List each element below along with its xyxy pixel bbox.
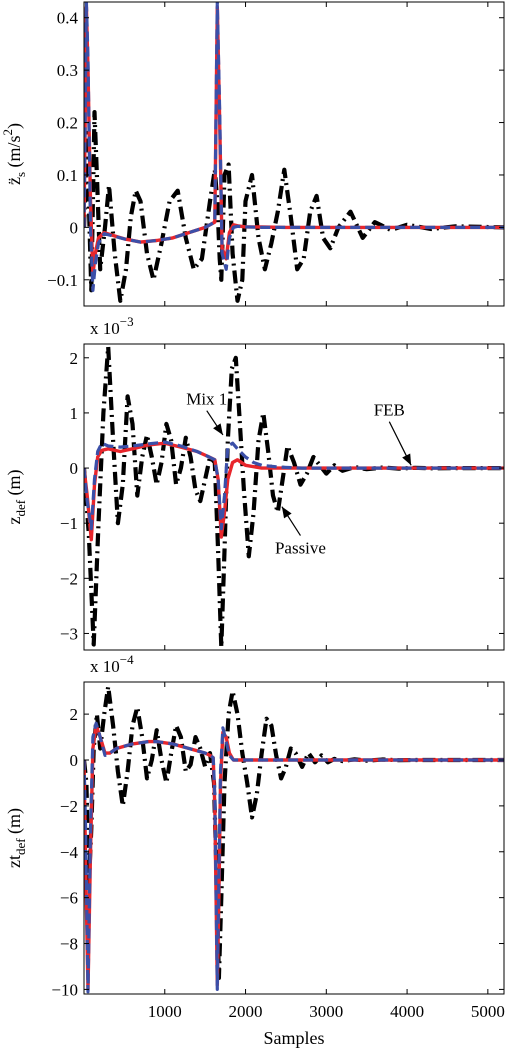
y-tick-label: 2 <box>70 705 79 724</box>
y-tick-label: 0.3 <box>57 61 78 80</box>
plot-frame <box>83 681 505 995</box>
exponent-power: −4 <box>120 652 134 667</box>
series-line-mix-dashed <box>84 721 504 994</box>
y-axis-label-main: z <box>4 517 24 525</box>
series-line-mix-dashed <box>84 2 504 292</box>
y-axis-label-close: ) <box>4 123 25 129</box>
x-tick-label: 2000 <box>229 1002 263 1021</box>
y-axis-label-unit: (m/s <box>4 135 25 172</box>
y-axis-label-subscript: def <box>13 499 28 516</box>
y-axis-label: z̈s (m/s2) <box>0 123 28 185</box>
y-tick-label: −2 <box>60 569 78 588</box>
y-axis-label-unit: (m) <box>4 469 25 500</box>
y-tick-label: −2 <box>60 797 78 816</box>
x-tick-label: 5000 <box>471 1002 505 1021</box>
y-tick-label: 0.1 <box>57 166 78 185</box>
annotation-label: Mix 1 <box>186 390 227 409</box>
x-tick-label: 3000 <box>309 1002 343 1021</box>
y-tick-label: −4 <box>60 843 79 862</box>
y-axis-label: ztdef (m) <box>4 808 28 868</box>
exponent-label: x 10−4 <box>90 652 134 676</box>
plot-area <box>84 344 504 650</box>
y-tick-label: 0 <box>70 218 79 237</box>
annotation-arrow-head <box>402 453 412 466</box>
plot-frame <box>83 343 505 651</box>
exponent-power: −3 <box>120 314 134 329</box>
plot-frame <box>83 1 505 307</box>
series-line-passive-dashdot <box>84 110 504 303</box>
annotation-arrow-head <box>281 506 292 519</box>
annotation-label: Passive <box>275 539 326 558</box>
y-tick-label: 0.4 <box>57 9 79 28</box>
annotation-arrow-head <box>213 423 223 435</box>
series-line-passive-dashdot <box>84 344 504 650</box>
y-tick-label: −0.1 <box>47 271 78 290</box>
panel-middle: −3 −2 −1 0 1 2 x 10−3 zdef (m) Mix 1 FEB Passive <box>4 314 505 651</box>
y-axis-label: zdef (m) <box>4 469 28 524</box>
series-line-mix-dashed <box>84 440 504 531</box>
annotation-label: FEB <box>374 401 405 420</box>
y-tick-label: −6 <box>60 889 78 908</box>
y-tick-label: −1 <box>60 514 78 533</box>
y-axis-label-superscript: 2 <box>0 129 15 136</box>
y-axis-label-subscript: s <box>13 172 28 177</box>
y-axis-label-unit: (m) <box>4 808 25 839</box>
x-tick-label: 1000 <box>148 1002 182 1021</box>
exponent-label: x 10−3 <box>90 314 134 338</box>
series-line-passive-dashdot <box>84 684 504 980</box>
series-line-feb-solid <box>84 723 504 992</box>
panel-top: −0.1 0 0.1 0.2 0.3 0.4 z̈s (m/s2) <box>0 1 505 307</box>
plot-area <box>84 2 504 303</box>
y-axis-label-main: zt <box>4 855 24 868</box>
y-axis-label-main: z̈ <box>4 177 24 185</box>
y-tick-label: −3 <box>60 624 78 643</box>
y-tick-label: 2 <box>70 349 79 368</box>
y-axis-label-subscript: def <box>13 838 28 855</box>
x-axis-label: Samples <box>264 1028 325 1048</box>
y-tick-label: 0 <box>70 751 79 770</box>
panel-bottom: −10 −8 −6 −4 −2 0 2 1000 2000 3000 4000 5000 x 10−4 z… <box>4 652 505 1048</box>
y-tick-label: 0 <box>70 459 79 478</box>
y-tick-label: −8 <box>60 935 78 954</box>
plot-area <box>84 684 504 994</box>
y-tick-label: 0.2 <box>57 114 78 133</box>
y-tick-label: −10 <box>51 980 78 999</box>
x-tick-label: 4000 <box>390 1002 424 1021</box>
y-tick-label: 1 <box>70 404 79 423</box>
